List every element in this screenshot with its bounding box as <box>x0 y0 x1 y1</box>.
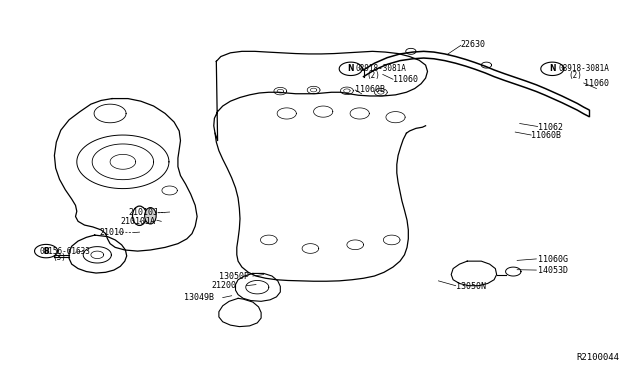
Text: 11060G: 11060G <box>538 255 568 264</box>
Text: 13050N: 13050N <box>456 282 486 291</box>
Text: 11060B: 11060B <box>531 131 561 140</box>
Text: 14053D: 14053D <box>538 266 568 275</box>
Text: 22630: 22630 <box>461 40 486 49</box>
Text: 13050P: 13050P <box>219 272 249 280</box>
Text: B: B <box>44 247 49 256</box>
Text: 21010J: 21010J <box>128 208 158 217</box>
Text: (3): (3) <box>52 253 67 262</box>
Text: N: N <box>549 64 556 73</box>
Ellipse shape <box>145 208 156 224</box>
Text: 08156-61633: 08156-61633 <box>40 247 90 256</box>
Text: 11062: 11062 <box>538 123 563 132</box>
Text: 13049B: 13049B <box>184 293 214 302</box>
Text: (2): (2) <box>568 71 582 80</box>
Text: 11060: 11060 <box>393 76 418 84</box>
Text: N: N <box>348 64 354 73</box>
Text: 08918-3081A: 08918-3081A <box>558 64 609 73</box>
Text: (2): (2) <box>366 71 380 80</box>
Text: 11060B: 11060B <box>355 85 385 94</box>
Text: 21010: 21010 <box>99 228 124 237</box>
Text: 11060: 11060 <box>584 79 609 88</box>
Text: 21010JA: 21010JA <box>120 217 156 226</box>
Text: 08918-3081A: 08918-3081A <box>355 64 406 73</box>
Text: R2100044: R2100044 <box>577 353 620 362</box>
Text: 21200: 21200 <box>211 281 236 290</box>
